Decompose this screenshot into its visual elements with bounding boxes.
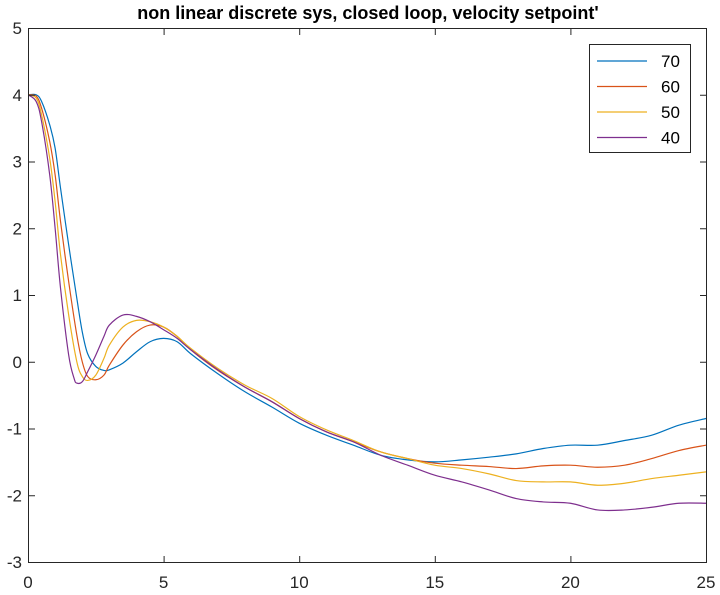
- y-axis: 5 4 3 2 1 0 -1 -2 -3: [7, 19, 707, 572]
- legend-label-50: 50: [661, 103, 680, 122]
- legend-box: [589, 44, 691, 153]
- series-line-40: [28, 94, 706, 512]
- chart-title: non linear discrete sys, closed loop, ve…: [137, 3, 598, 23]
- series-line-50: [28, 94, 706, 486]
- x-tick-label: 20: [561, 573, 580, 592]
- y-tick-label: -3: [7, 553, 22, 572]
- legend-label-60: 60: [661, 78, 680, 97]
- legend: 70 60 50 40: [589, 44, 691, 153]
- y-tick-label: 1: [13, 286, 22, 305]
- y-tick-label: -1: [7, 420, 22, 439]
- y-tick-label: 2: [13, 219, 22, 238]
- legend-label-70: 70: [661, 52, 680, 71]
- x-tick-label: 5: [159, 573, 168, 592]
- x-tick-label: 25: [697, 573, 716, 592]
- x-tick-label: 15: [425, 573, 444, 592]
- series-layer: [28, 93, 706, 512]
- series-line-70: [28, 93, 706, 463]
- y-tick-label: 3: [13, 153, 22, 172]
- x-tick-label: 10: [290, 573, 309, 592]
- legend-label-40: 40: [661, 129, 680, 148]
- y-tick-label: 0: [13, 353, 22, 372]
- x-tick-label: 0: [23, 573, 32, 592]
- y-tick-label: 4: [13, 86, 22, 105]
- y-tick-label: 5: [13, 19, 22, 38]
- y-tick-label: -2: [7, 486, 22, 505]
- x-axis: 0 5 10 15 20 25: [23, 28, 716, 592]
